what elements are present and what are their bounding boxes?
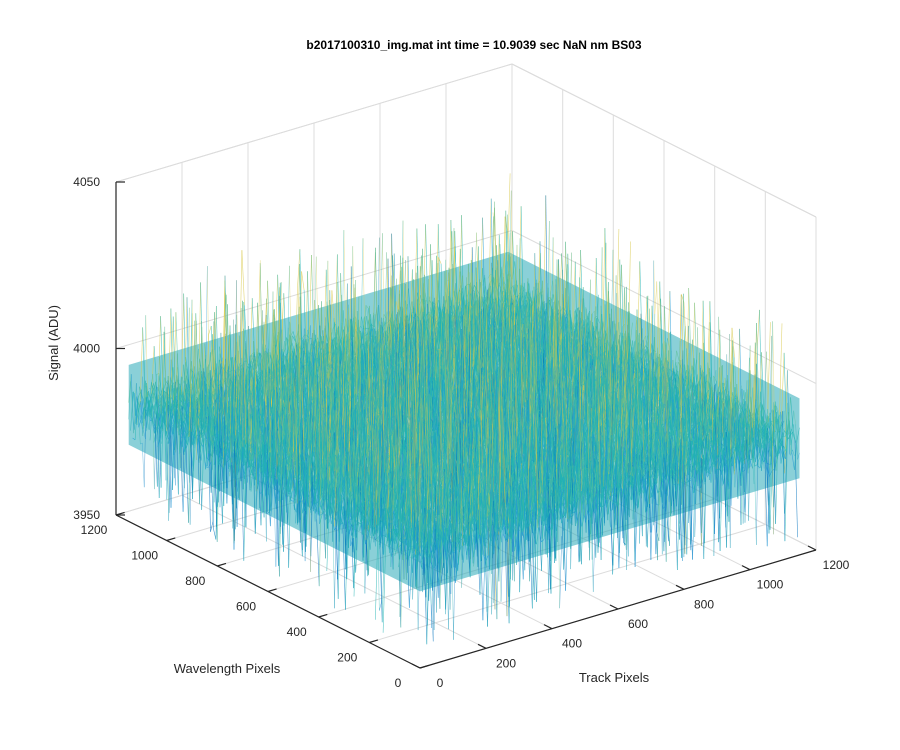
surface-segment <box>383 314 387 319</box>
surface-segment <box>151 346 155 395</box>
surface-segment <box>148 390 152 399</box>
surface-segment <box>244 305 248 359</box>
surface-mesh <box>128 173 800 645</box>
surface-segment <box>292 331 296 341</box>
surface-segment <box>291 342 295 351</box>
surface-segment <box>239 250 243 377</box>
surface-segment <box>132 437 136 441</box>
back-wall-grid-z <box>115 230 513 349</box>
surface-segment <box>304 334 308 336</box>
surface-segment <box>301 340 306 366</box>
surface-segment <box>241 250 245 306</box>
side-wall-grid-z <box>511 230 817 384</box>
surface-segment <box>157 403 161 487</box>
surface-segment <box>140 402 144 437</box>
surface-segment <box>392 255 396 328</box>
surface-segment <box>128 374 132 403</box>
surface-segment <box>139 327 143 408</box>
surface-segment <box>152 381 156 397</box>
surface-segment <box>309 337 313 340</box>
surface-segment <box>292 335 296 341</box>
top-edge <box>115 63 513 183</box>
surface-segment <box>251 298 256 362</box>
surface-segment <box>168 381 172 411</box>
surface-segment <box>156 386 160 499</box>
surface-segment <box>152 403 156 420</box>
surface-segment <box>138 389 142 409</box>
surface-segment <box>134 401 138 440</box>
chart-title: b2017100310_img.mat int time = 10.9039 s… <box>306 38 642 52</box>
surface-segment <box>153 346 157 387</box>
surface-segment <box>301 271 305 291</box>
floor-grid-y <box>369 524 766 643</box>
surface-segment <box>208 325 212 335</box>
top-edge <box>511 63 817 218</box>
surface-segment <box>130 391 134 431</box>
surface-segment <box>283 293 287 359</box>
surface-segment <box>365 305 369 309</box>
